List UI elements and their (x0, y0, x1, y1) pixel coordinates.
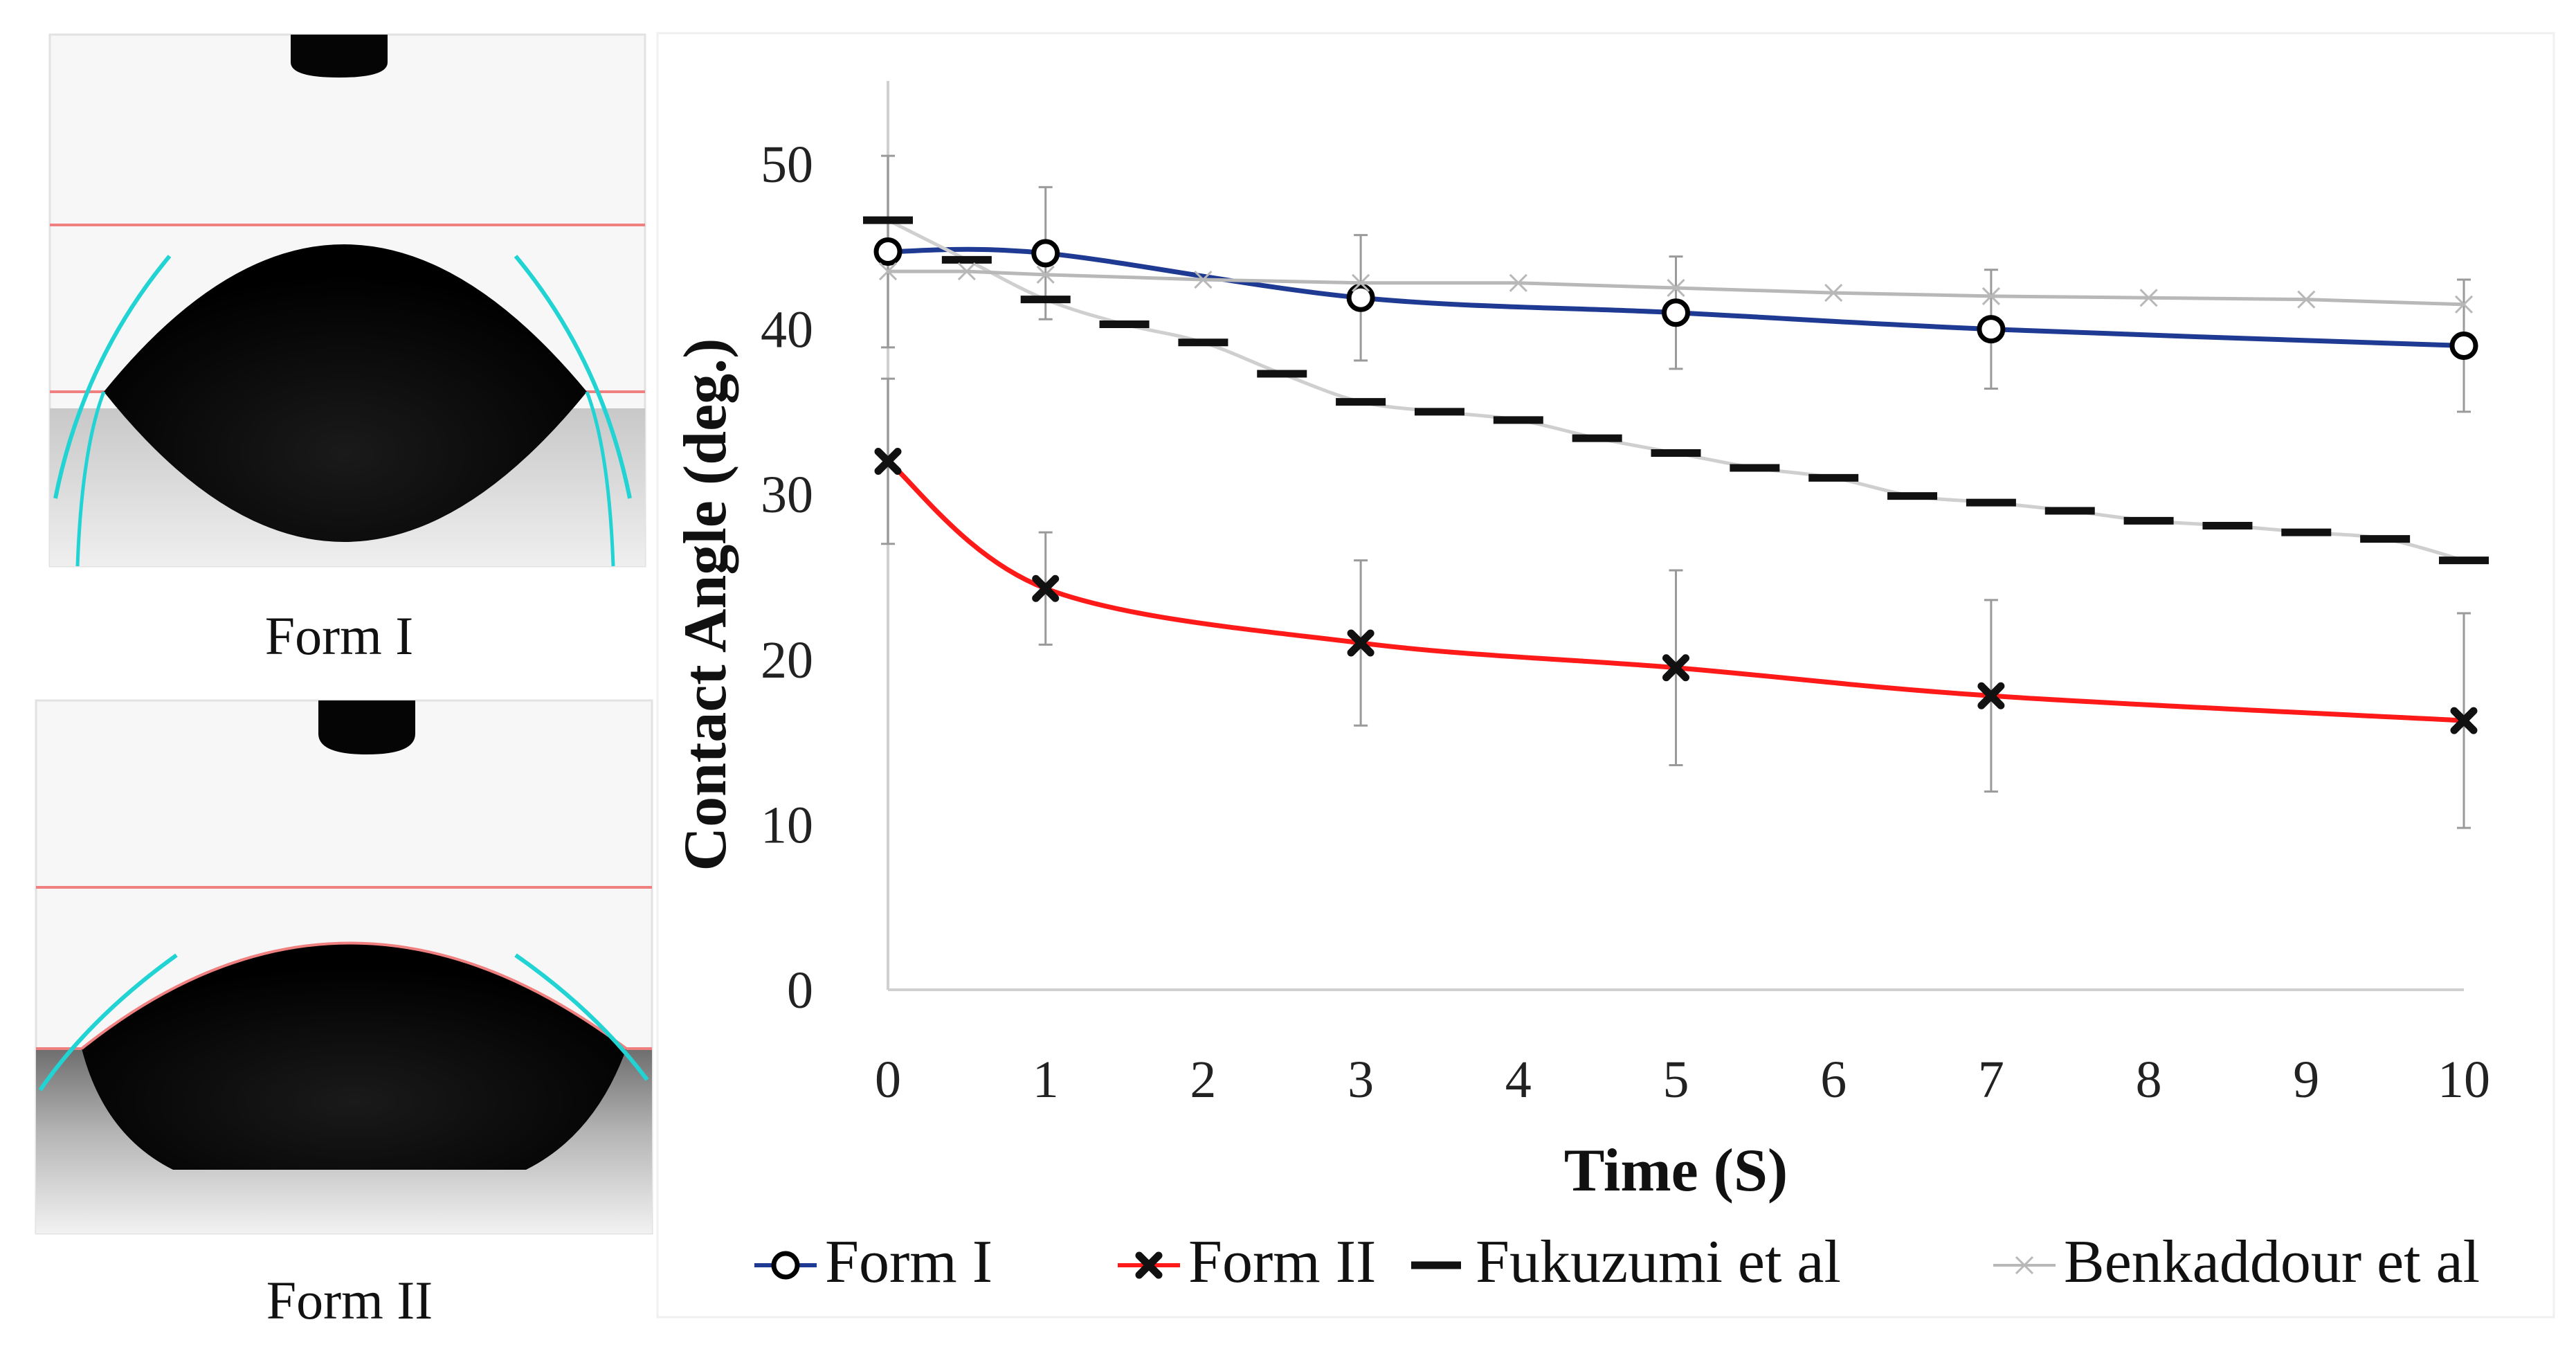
x-tick-label: 8 (2136, 1051, 2162, 1109)
legend-item: Form I (754, 1229, 992, 1296)
series-line (888, 269, 2465, 307)
data-point (873, 237, 902, 266)
x-tick-label: 9 (2293, 1051, 2319, 1109)
data-point (1981, 287, 2000, 305)
needle-tip-2 (318, 700, 415, 754)
data-point (1977, 682, 2005, 709)
data-point (2450, 707, 2478, 734)
data-point (1509, 273, 1527, 292)
data-point (1031, 239, 1060, 268)
tangent-left-1b (75, 391, 106, 567)
data-point (1662, 654, 1689, 682)
data-point (1352, 273, 1370, 292)
series-form-i (873, 154, 2478, 413)
data-point (1977, 315, 2006, 344)
tangent-left-2 (38, 953, 178, 1092)
data-point (1346, 283, 1375, 312)
data-point (2297, 290, 2316, 309)
legend-item: Form II (1118, 1229, 1376, 1296)
series-form-ii (874, 377, 2478, 829)
data-point (2449, 331, 2478, 360)
fit-arc-2 (80, 941, 628, 1050)
droplet-form-2 (82, 943, 626, 1170)
data-point (878, 262, 898, 281)
y-axis-title: Contact Angle (deg.) (672, 338, 739, 871)
data-point (2454, 295, 2474, 314)
droplet-form-1 (104, 244, 587, 542)
y-tick-label: 10 (761, 796, 813, 854)
needle-tip-1 (291, 35, 388, 78)
photo-form-1-caption: Form I (265, 606, 414, 666)
legend-label: Form II (1188, 1229, 1376, 1296)
data-point (1662, 298, 1690, 327)
data-point (957, 262, 976, 281)
contact-angle-chart: 0 1 2 3 4 5 6 7 8 9 10 0 10 20 30 40 50 Time (S) Contact A… (672, 81, 2490, 1296)
data-point (874, 447, 902, 475)
series-benkaddour-et-al (878, 262, 2474, 314)
tangent-left-1 (53, 255, 172, 499)
y-tick-label: 30 (761, 466, 813, 524)
legend-item: Fukuzumi et al (1411, 1229, 1841, 1296)
x-tick-label: 6 (1820, 1051, 1847, 1109)
tangent-right-1 (514, 255, 632, 499)
series-fukuzumi-et-al (863, 216, 2489, 565)
chart-frame (656, 32, 2555, 1319)
legend-marker (1135, 1251, 1163, 1279)
data-point (1032, 574, 1060, 602)
photo-form-2 (35, 699, 653, 1235)
legend-label: Form I (825, 1229, 992, 1296)
x-tick-label: 3 (1348, 1051, 1374, 1109)
photo-form-2-caption: Form II (266, 1270, 433, 1330)
data-point (2139, 289, 2158, 307)
legend-item: Benkaddour et al (1993, 1229, 2480, 1296)
legend-marker (2015, 1256, 2034, 1275)
y-tick-label: 40 (761, 301, 813, 359)
y-tick-label: 0 (787, 961, 813, 1020)
x-tick-label: 7 (1978, 1051, 2004, 1109)
legend-marker (771, 1251, 800, 1280)
x-tick-label: 4 (1505, 1051, 1532, 1109)
photo-form-1 (48, 33, 646, 568)
data-point (1194, 270, 1213, 289)
data-point (1667, 278, 1685, 298)
data-point (1347, 629, 1375, 657)
y-tick-label: 50 (761, 136, 813, 194)
x-tick-label: 1 (1033, 1051, 1059, 1109)
data-point (1036, 265, 1055, 284)
x-tick-label: 0 (875, 1051, 901, 1109)
tangent-right-2 (514, 953, 649, 1081)
x-axis-title: Time (S) (1564, 1137, 1788, 1204)
x-tick-label: 2 (1190, 1051, 1216, 1109)
legend-label: Benkaddour et al (2064, 1229, 2480, 1296)
x-tick-label: 10 (2438, 1051, 2490, 1109)
x-tick-label: 5 (1663, 1051, 1689, 1109)
data-point (1824, 284, 1843, 302)
y-tick-label: 20 (761, 631, 813, 689)
tangent-right-1b (585, 391, 615, 567)
legend-label: Fukuzumi et al (1476, 1229, 1841, 1296)
